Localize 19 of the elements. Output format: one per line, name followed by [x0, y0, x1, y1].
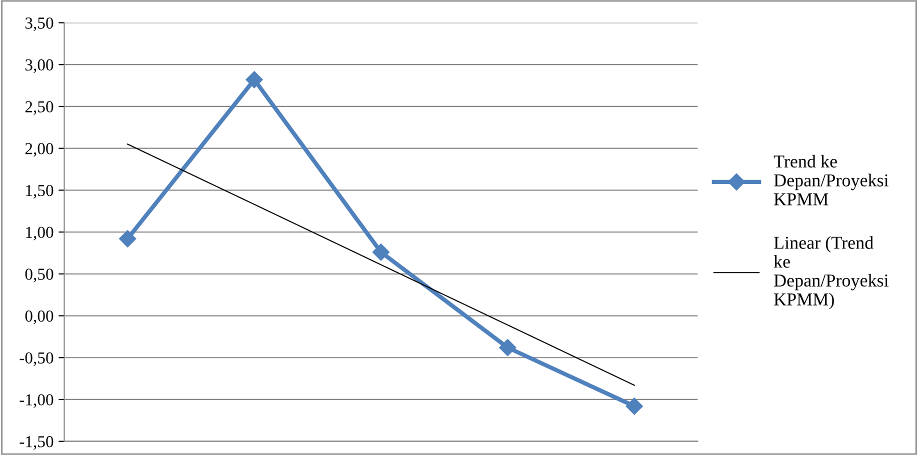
y-tick-label: 3,50: [25, 17, 54, 32]
y-tick-label: 0,00: [25, 310, 54, 324]
y-tick-label: -0,50: [20, 352, 54, 366]
y-tick-label: -1,50: [20, 436, 54, 450]
point: [246, 71, 263, 88]
y-tick-label: 3,00: [25, 59, 54, 73]
point: [499, 339, 516, 356]
y-tick-label: 1,00: [26, 226, 54, 240]
y-tick-label: -1,00: [20, 394, 54, 408]
y-tick-label: 2,50: [25, 101, 54, 115]
line-series: [127, 144, 635, 386]
legend-label: Trend ke Depan/Proyeksi KPMM: [774, 154, 888, 206]
y-tick-label: 0,50: [25, 268, 54, 282]
point: [119, 230, 136, 248]
legend-label: Linear (Trend ke Depan/Proyeksi KPMM): [774, 236, 888, 310]
point: [626, 398, 643, 415]
point: [372, 244, 390, 261]
y-tick-label: 1,50: [26, 184, 54, 199]
y-tick-label: 2,00: [25, 143, 54, 157]
